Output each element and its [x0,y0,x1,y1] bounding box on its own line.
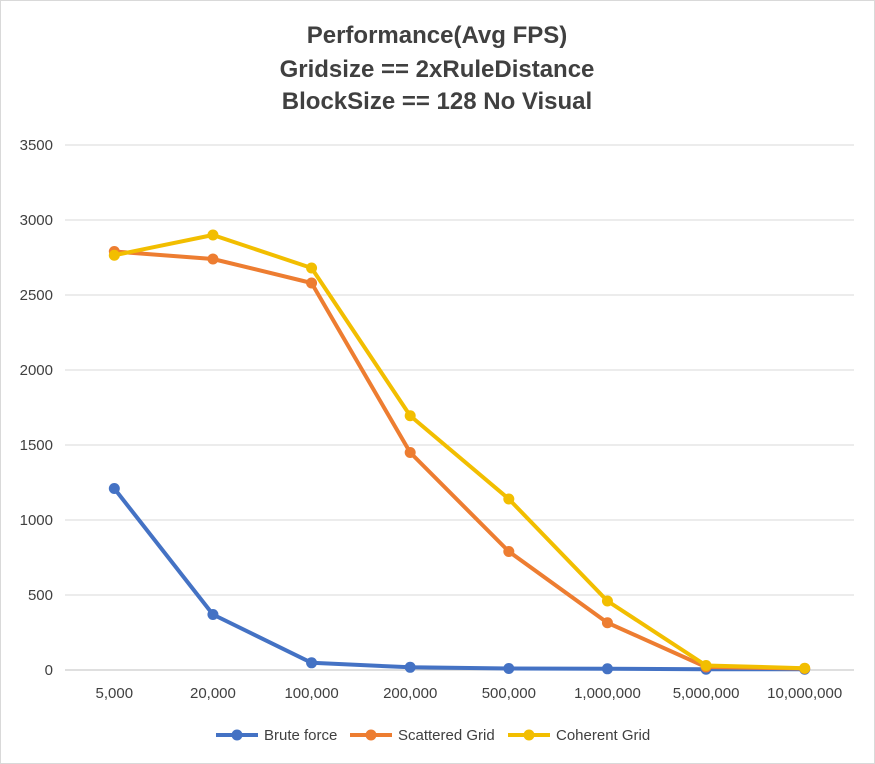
series-coherent-grid [108,229,811,674]
x-axis-ticks: 5,000 20,000 100,000 200,000 500,000 1,000,00… [96,685,843,702]
series-brute-force [108,483,811,675]
y-tick-label: 3500 [20,137,53,154]
series-lines [108,229,811,675]
data-point [404,661,416,673]
data-point [404,410,416,422]
y-tick-label: 2500 [20,287,53,304]
x-tick-label: 100,000 [284,685,338,702]
x-tick-label: 5,000 [96,685,134,702]
title-line-2: Gridsize == 2xRuleDistance [280,56,595,83]
data-point [799,662,811,674]
series-line [112,486,807,672]
x-tick-label: 10,000,000 [767,685,842,702]
y-tick-label: 2000 [20,362,53,379]
legend-label: Coherent Grid [556,727,650,744]
gridlines [65,144,854,671]
data-point [207,609,219,620]
data-point [404,447,416,458]
data-point [700,660,712,671]
title-line-1: Performance(Avg FPS) [307,22,568,49]
data-point [207,253,219,265]
x-tick-label: 5,000,000 [673,685,740,702]
legend-label: Scattered Grid [398,727,495,744]
data-point [503,493,515,505]
data-point [108,483,120,494]
legend-label: Brute force [264,727,337,744]
data-point [601,617,613,629]
legend-swatch-marker [231,729,243,741]
legend-item: Coherent Grid [508,727,650,744]
y-tick-label: 500 [28,587,53,604]
data-point [306,262,318,274]
legend-swatch-marker [365,729,377,741]
data-point [207,229,219,241]
series-line [112,233,807,671]
series-line [112,249,807,671]
data-point [503,663,515,674]
legend-swatch-marker [523,729,535,741]
x-tick-label: 200,000 [383,685,437,702]
y-tick-label: 1000 [20,512,53,529]
legend-item: Scattered Grid [350,727,495,744]
legend: Brute force Scattered Grid Coherent Grid [216,727,650,744]
chart-title: Performance(Avg FPS) Gridsize == 2xRuleD… [280,22,595,115]
data-point [601,595,613,607]
legend-item: Brute force [216,727,337,744]
x-tick-label: 500,000 [482,685,536,702]
y-axis-ticks: 0 500 1000 1500 2000 2500 3000 3500 [20,137,53,679]
x-tick-label: 1,000,000 [574,685,641,702]
y-tick-label: 1500 [20,437,53,454]
data-point [306,657,318,669]
y-tick-label: 3000 [20,212,53,229]
data-point [108,249,120,261]
x-tick-label: 20,000 [190,685,236,702]
data-point [601,663,613,675]
y-tick-label: 0 [45,662,53,679]
title-line-3: BlockSize == 128 No Visual [282,88,592,115]
data-point [503,546,515,557]
data-point [306,277,318,289]
